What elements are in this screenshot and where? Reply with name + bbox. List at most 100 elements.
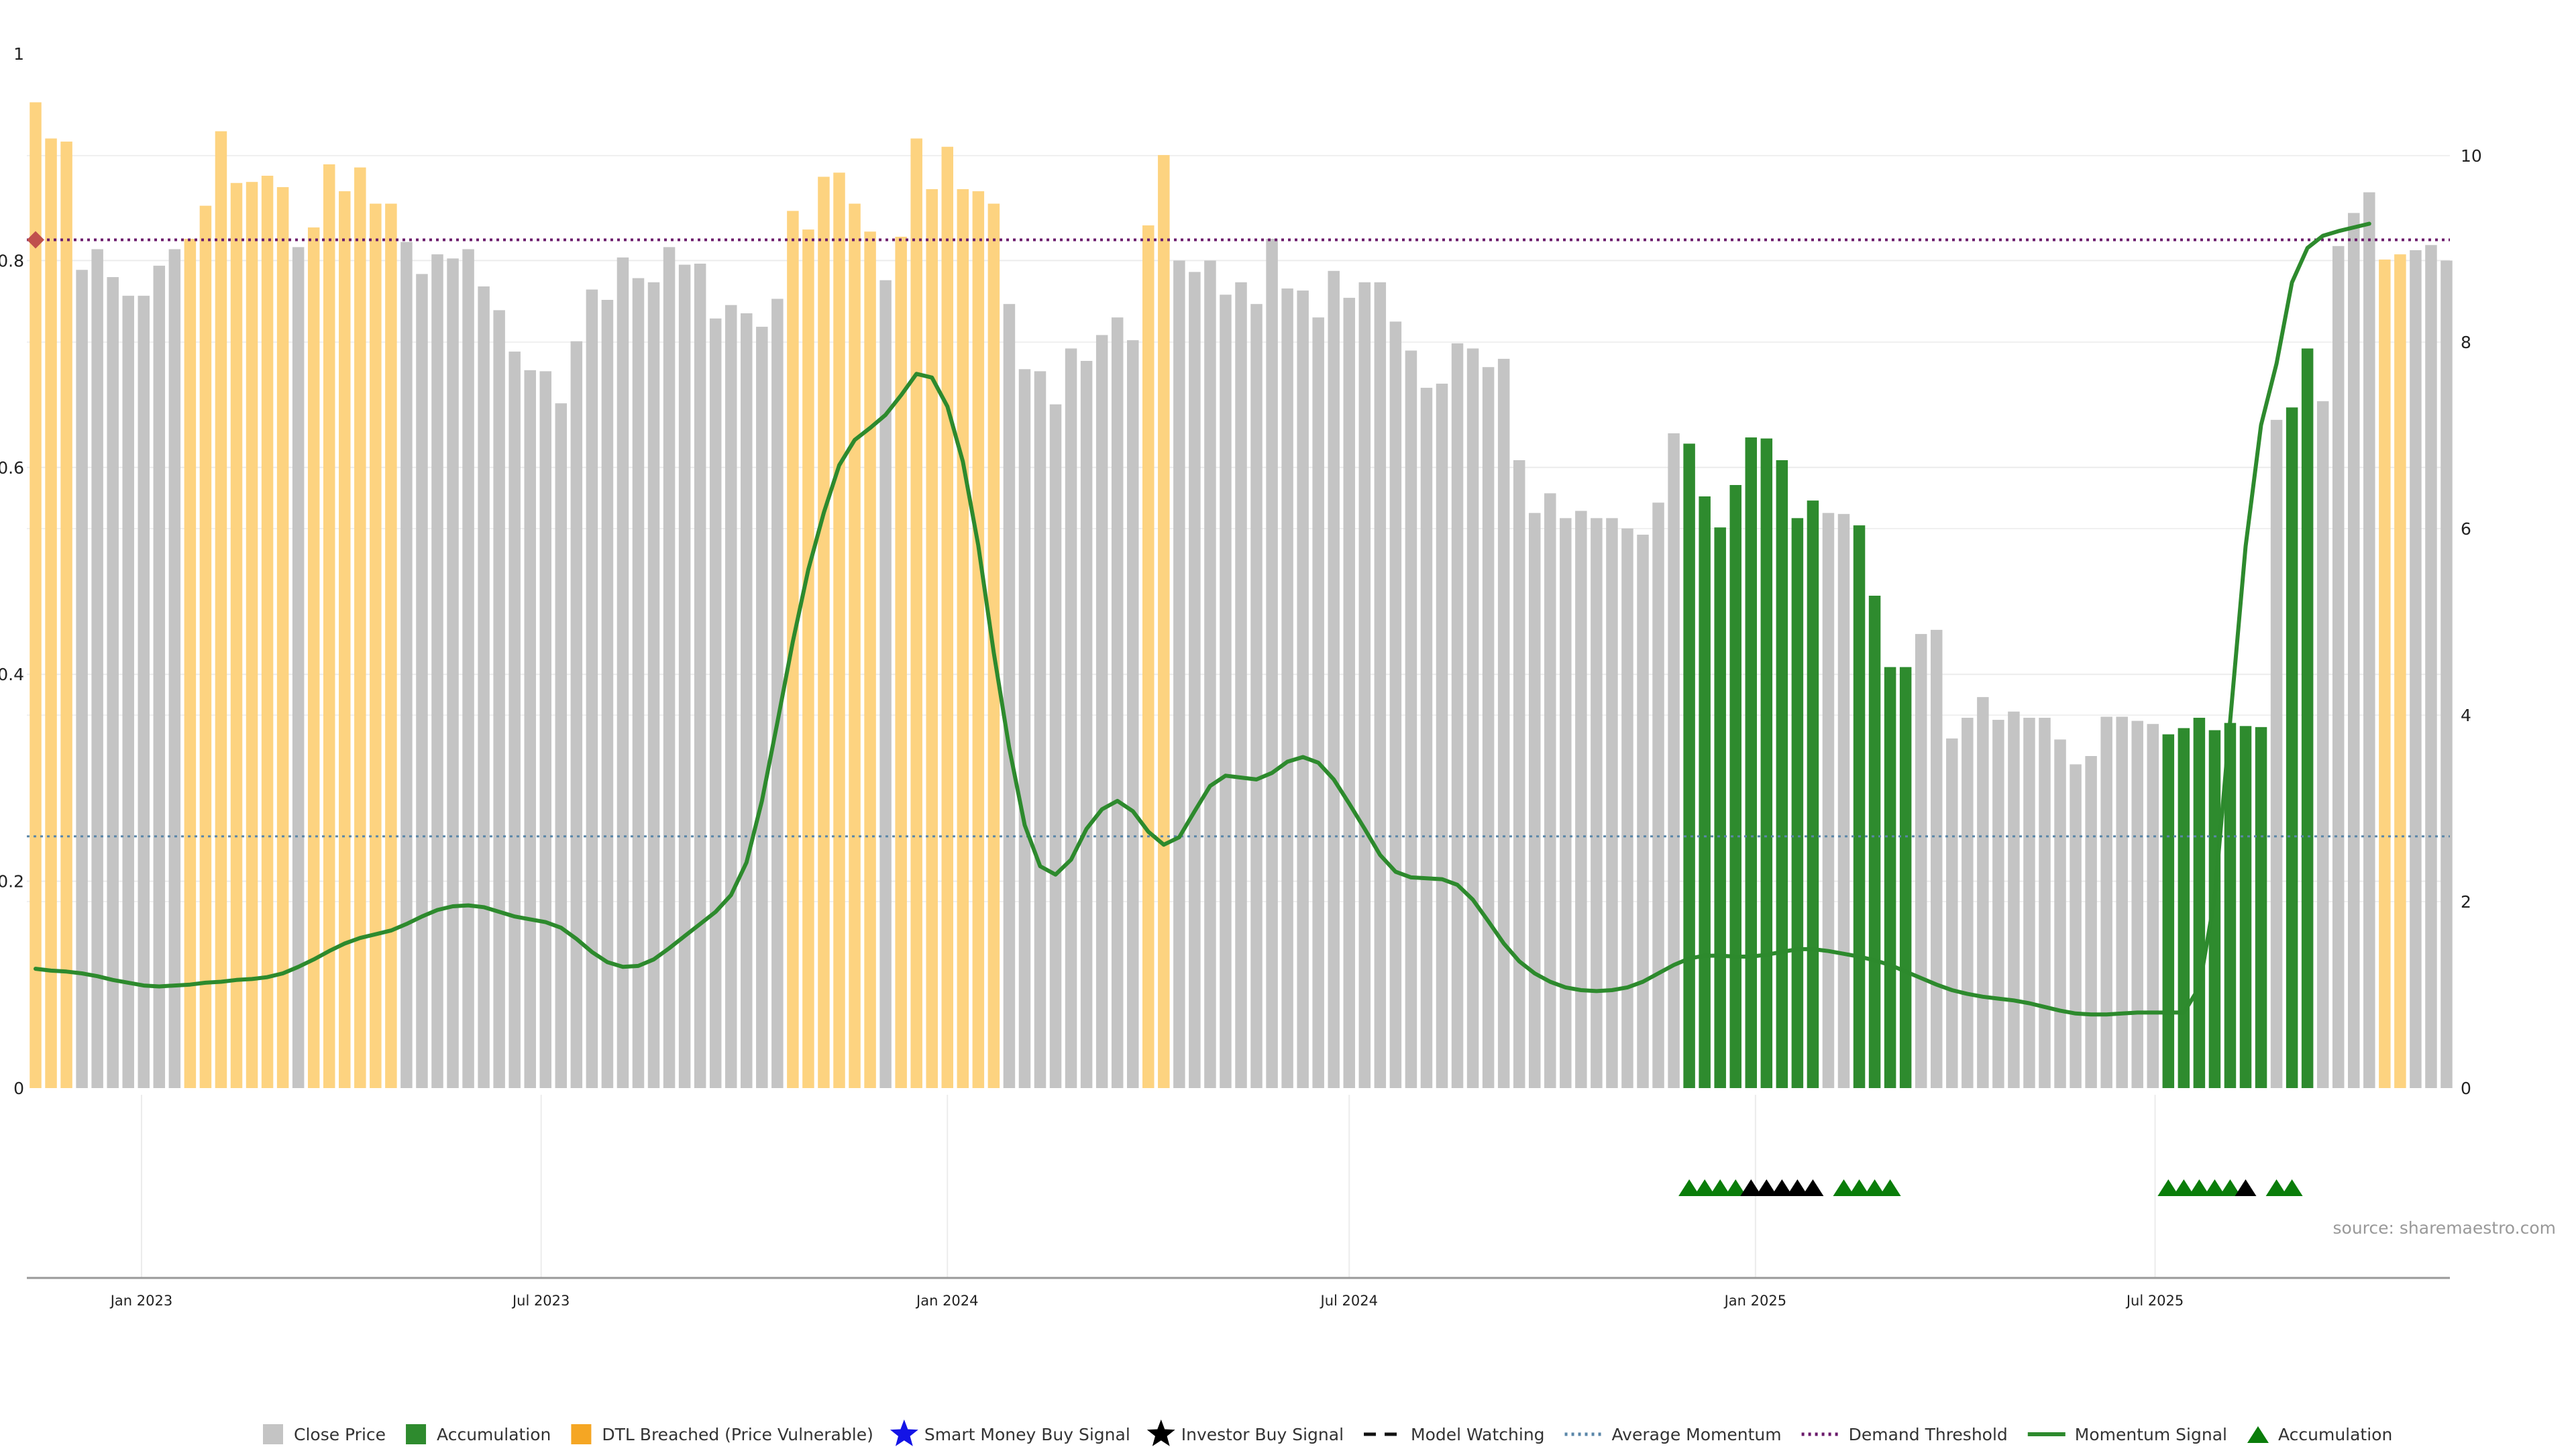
close-price-bar (2008, 711, 2020, 1088)
dtl-breached-bar (910, 138, 922, 1089)
legend-label: Accumulation (437, 1425, 551, 1444)
close-price-bar (2440, 260, 2453, 1088)
close-price-bar (1126, 340, 1139, 1088)
legend-item-investor: Investor Buy Signal (1146, 1419, 1344, 1446)
investor-buy-marker (2235, 1179, 2257, 1196)
legend-label: Average Momentum (1612, 1425, 1782, 1444)
demand-threshold-marker (27, 231, 44, 249)
legend-item-avgmom: Average Momentum (1564, 1425, 1782, 1444)
close-price-bar (2425, 245, 2437, 1088)
dtl-breached-bar (2379, 259, 2391, 1088)
close-price-bar (1544, 493, 1556, 1088)
legend-item-dtl: DTL Breached (Price Vulnerable) (571, 1424, 873, 1444)
close-price-bar (462, 249, 474, 1088)
signal-markers (1678, 1179, 2303, 1196)
investor-buy-marker (1740, 1179, 1762, 1196)
y-axis-left-tick: 0.8 (0, 251, 24, 270)
legend-item-smart: Smart Money Buy Signal (890, 1419, 1130, 1446)
close-price-bar (91, 249, 103, 1088)
close-price-bar (1173, 260, 1185, 1088)
accumulation-bar (2162, 734, 2175, 1088)
close-price-bar (1652, 502, 1664, 1088)
close-price-bar (1220, 294, 1232, 1088)
close-price-bar (122, 295, 134, 1088)
close-price-bar (1560, 518, 1572, 1088)
x-axis-tick: Jul 2024 (1320, 1293, 1378, 1309)
close-price-bar (2410, 250, 2422, 1089)
close-price-bar (2363, 192, 2375, 1089)
y-axis-right-tick: 4 (2461, 706, 2471, 725)
dtl-breached-bar (230, 182, 243, 1088)
close-price-bar (586, 289, 598, 1089)
dtl-breached-bar (818, 176, 830, 1088)
investor-buy-marker (1786, 1179, 1809, 1196)
accumulation-bar (2193, 717, 2206, 1088)
close-price-bar (1513, 460, 1525, 1088)
accumulation-bar (1807, 500, 1819, 1088)
accumulation-bar (2239, 726, 2252, 1088)
reference-lines (27, 231, 2450, 838)
close-price-bar (741, 313, 753, 1088)
close-price-bar (168, 249, 181, 1088)
close-price-bar (153, 266, 166, 1088)
close-price-bar (570, 341, 583, 1088)
close-price-bar (400, 241, 413, 1088)
close-price-bar (1328, 270, 1340, 1088)
momentum-signal-line (34, 221, 2371, 1017)
close-price-bar (1837, 514, 1850, 1088)
close-price-bar (1575, 511, 1587, 1088)
close-price-bar (771, 299, 784, 1089)
accumulation-bar (2255, 727, 2267, 1088)
accumulation-marker (1864, 1179, 1886, 1196)
accumulation-bar (1683, 443, 1695, 1088)
close-price-bar (2332, 246, 2345, 1088)
close-price-bar (524, 370, 536, 1088)
close-price-bar (555, 403, 568, 1088)
dtl-breached-bar (339, 191, 351, 1089)
close-price-bar (1003, 304, 1016, 1088)
close-price-bar (1189, 272, 1201, 1088)
legend-label: Smart Money Buy Signal (924, 1425, 1130, 1444)
close-price-bar (138, 295, 150, 1088)
legend-item-momsig: Momentum Signal (2027, 1425, 2227, 1444)
close-price-bar (2116, 716, 2128, 1088)
investor-buy-marker (1802, 1179, 1824, 1196)
close-price-bar (1034, 371, 1046, 1088)
close-price-bar (1250, 304, 1263, 1088)
accumulation-marker (1725, 1179, 1747, 1196)
close-price-bar (2039, 717, 2051, 1088)
close-price-bar (1497, 358, 1510, 1088)
close-price-bar (292, 247, 305, 1088)
legend: Close Price Accumulation DTL Breached (Pri… (263, 1419, 2392, 1446)
accumulation-bar (1868, 596, 1881, 1088)
accumulation-marker (1694, 1179, 1716, 1196)
accumulation-marker (2173, 1179, 2195, 1196)
close-price-bar (508, 352, 521, 1089)
close-price-bar (1466, 348, 1479, 1088)
accumulation-bar (1899, 667, 1912, 1088)
close-price-bar (647, 282, 660, 1089)
accumulation-bar (1729, 485, 1741, 1088)
dtl-breached-bar (30, 102, 42, 1088)
close-price-bar (539, 371, 552, 1088)
investor-buy-marker (1756, 1179, 1778, 1196)
close-price-bar (1451, 343, 1464, 1088)
close-price-bar (1095, 335, 1108, 1088)
y-axis-right-tick: 10 (2461, 146, 2482, 166)
source-label: source: sharemaestro.com (2333, 1218, 2557, 1238)
accumulation-bar (2286, 407, 2298, 1088)
close-price-bar (1637, 535, 1649, 1088)
y-axis-left-tick: 0.2 (0, 872, 24, 892)
close-price-bar (2147, 724, 2159, 1088)
legend-item-accum_bar: Accumulation (406, 1424, 551, 1444)
close-price-bar (2100, 716, 2112, 1088)
close-price-bar (1065, 348, 1077, 1088)
y-axis-right-tick: 2 (2461, 892, 2471, 912)
dtl-breached-bar (895, 236, 907, 1089)
close-price-bar (1930, 629, 1943, 1088)
y-axis-right-tick: 0 (2461, 1079, 2471, 1098)
y-axis-left-tick: 0.6 (0, 458, 24, 478)
close-price-bar (1235, 282, 1247, 1089)
dtl-breached-bar (802, 229, 814, 1088)
